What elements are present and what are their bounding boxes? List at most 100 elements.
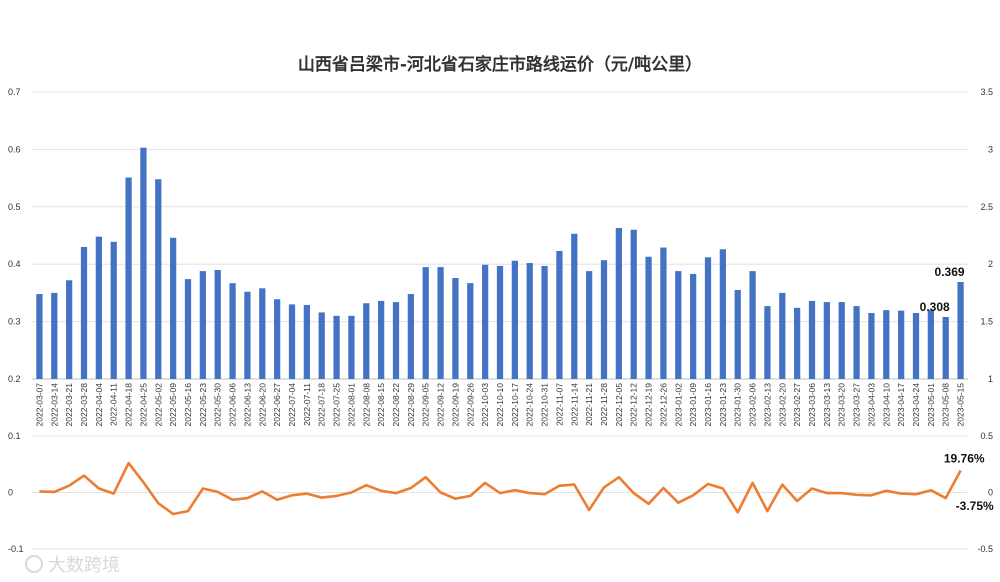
x-tick-label: 2023-02-06: [748, 383, 758, 427]
bar: [779, 292, 786, 379]
bar: [303, 304, 310, 379]
x-tick-label: 2022-04-25: [138, 383, 148, 427]
x-tick-label: 2022-10-10: [495, 383, 505, 427]
right-tick-label: -0.5: [977, 544, 993, 554]
left-tick-label: 0.4: [8, 259, 21, 269]
line-path: [39, 461, 962, 516]
bar: [957, 281, 964, 379]
bar: [155, 179, 162, 379]
bar: [883, 310, 890, 379]
watermark-text: 大数跨境: [48, 555, 120, 576]
bar: [170, 237, 177, 379]
x-tick-label: 2023-01-16: [703, 383, 713, 427]
bar: [259, 288, 266, 379]
bar: [660, 247, 667, 379]
bar: [229, 283, 236, 379]
bar: [467, 283, 474, 379]
x-tick-label: 2022-07-18: [317, 383, 327, 427]
x-tick-label: 2022-03-28: [79, 383, 89, 427]
line-chart-right-axis: -0.5 0 0.5: [977, 431, 993, 554]
line-chart-left-axis: -0.1 0 0.1: [8, 431, 24, 554]
bar: [675, 271, 682, 379]
bar: [274, 299, 281, 379]
x-tick-label: 2022-05-09: [168, 383, 178, 427]
x-tick-label: 2022-09-26: [465, 383, 475, 427]
x-tick-label: 2023-01-02: [673, 383, 683, 427]
x-tick-label: 2022-12-26: [658, 383, 668, 427]
watermark: 大数跨境: [25, 555, 120, 576]
x-tick-label: 2022-06-06: [228, 383, 238, 427]
right-tick-label: 3: [988, 144, 993, 154]
x-tick-label: 2023-03-27: [852, 383, 862, 427]
x-tick-label: 2023-04-03: [866, 383, 876, 427]
x-tick-label: 2023-05-08: [941, 383, 951, 427]
line-series: [39, 461, 962, 516]
x-tick-label: 2023-02-13: [762, 383, 772, 427]
bar: [392, 302, 400, 379]
right-tick-label: 0.5: [980, 431, 993, 441]
watermark-logo-icon: [25, 555, 43, 573]
x-tick-label: 2023-01-09: [688, 383, 698, 427]
x-tick-label: 2022-05-16: [183, 383, 193, 427]
bar: [452, 277, 459, 379]
bar: [600, 260, 608, 379]
bar: [140, 147, 147, 379]
x-tick-label: 2022-05-02: [153, 383, 163, 427]
bar: [214, 269, 221, 379]
x-tick-label: 2022-05-30: [213, 383, 223, 427]
bar: [541, 265, 548, 379]
x-tick-label: 2022-04-04: [94, 383, 104, 427]
right-tick-label: 1.5: [980, 317, 993, 327]
bar-data-label: 0.308: [920, 300, 950, 314]
x-tick-label: 2023-02-20: [777, 383, 787, 427]
x-tick-label: 2022-12-19: [644, 383, 654, 427]
x-tick-label: 2022-11-14: [569, 383, 579, 426]
left-tick-label: 0.5: [8, 202, 21, 212]
right-tick-label: 2: [988, 259, 993, 269]
bar: [80, 246, 88, 379]
x-tick-label: 2023-03-13: [822, 383, 832, 427]
bar: [764, 306, 771, 379]
bar: [36, 294, 43, 379]
bar: [333, 315, 340, 379]
bar: [110, 241, 117, 379]
bar: [645, 256, 652, 379]
x-tick-label: 2022-09-12: [436, 383, 446, 427]
right-tick-label: 0: [988, 488, 993, 498]
x-tick-label: 2023-03-06: [807, 383, 817, 427]
bar: [868, 312, 875, 379]
left-tick-label: 0.2: [8, 374, 21, 384]
bar: [422, 267, 429, 379]
x-tick-label: 2022-03-21: [64, 383, 74, 427]
bar: [407, 294, 414, 379]
bar: [348, 315, 355, 379]
bar: [734, 290, 741, 379]
bar: [437, 267, 444, 379]
right-tick-label: 3.5: [980, 87, 993, 97]
bar: [511, 260, 518, 379]
bar: [318, 312, 325, 379]
x-tick-label: 2022-08-29: [406, 383, 416, 427]
x-tick-label: 2022-07-25: [332, 383, 342, 427]
bar: [704, 257, 712, 379]
bar-chart-left-axis: 0.2 0.3 0.4 0.5 0.6 0.7: [8, 87, 21, 384]
x-tick-label: 2022-03-14: [49, 383, 59, 427]
x-tick-label: 2023-04-17: [896, 383, 906, 427]
bar: [51, 292, 58, 379]
bar: [571, 233, 578, 379]
x-tick-label: 2023-01-23: [718, 383, 728, 427]
x-tick-label: 2022-10-31: [540, 383, 550, 427]
bar: [942, 317, 949, 379]
x-tick-label: 2022-12-12: [629, 383, 639, 427]
x-tick-label: 2022-08-15: [376, 383, 386, 427]
x-tick-label: 2022-08-08: [361, 383, 371, 427]
x-tick-label: 2022-10-17: [510, 383, 520, 427]
line-data-label: 19.76%: [944, 451, 985, 465]
x-tick-label: 2022-11-28: [599, 383, 609, 426]
x-tick-label: 2022-03-07: [34, 383, 44, 427]
x-tick-label: 2023-01-30: [733, 383, 743, 427]
left-tick-label: -0.1: [8, 544, 24, 554]
x-tick-label: 2022-06-13: [242, 383, 252, 427]
x-tick-label: 2022-11-07: [554, 383, 564, 426]
bar: [244, 291, 251, 379]
